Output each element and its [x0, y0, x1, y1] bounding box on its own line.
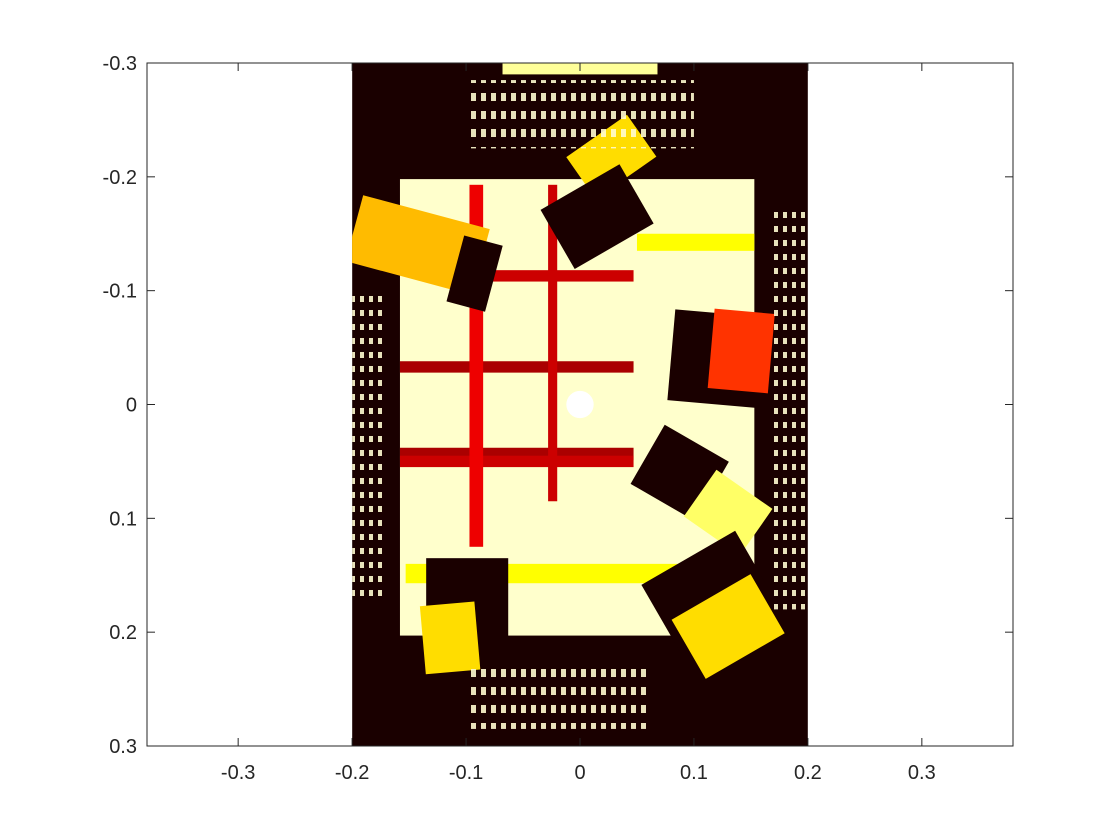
x-axis-ticks: -0.3 -0.2 -0.1 0 0.1 0.2 0.3 [221, 63, 936, 784]
y-tick-label: 0.3 [109, 736, 137, 758]
heatmap-region-bright-spot [566, 390, 594, 419]
heatmap-region-block [683, 469, 773, 556]
heatmap-region-shadow [540, 164, 654, 270]
y-axis-ticks: -0.3 -0.2 -0.1 0 0.1 0.2 0.3 [103, 53, 1013, 758]
heatmap-image [352, 63, 808, 746]
heatmap-region-grid-bar [548, 184, 558, 502]
x-tick-label: -0.3 [221, 762, 255, 784]
heatmap-region-shadow [446, 235, 503, 312]
x-tick-label: 0 [574, 762, 585, 784]
edge-patterns [352, 80, 808, 729]
x-tick-label: -0.2 [335, 762, 369, 784]
plot-area: -0.3 -0.2 -0.1 0 0.1 0.2 0.3 -0.3 -0.2 -0.1 0 0.1 0… [103, 53, 1014, 784]
y-tick-label: 0 [126, 395, 137, 417]
y-tick-label: 0.1 [109, 508, 137, 530]
heatmap-region-block [419, 601, 481, 675]
x-tick-label: 0.1 [680, 762, 708, 784]
y-tick-label: 0.2 [109, 622, 137, 644]
edge-pattern-top-dots [466, 80, 694, 149]
edge-pattern-right-dots [773, 210, 808, 610]
heatmap-region-grid-bar [399, 455, 634, 468]
heatmap-region-bright-band [636, 233, 755, 251]
heatmap-region-grid-bar [399, 361, 634, 373]
heatmap-region-block [352, 195, 490, 296]
heatmap-region-block [671, 574, 785, 679]
x-tick-label: 0.2 [794, 762, 822, 784]
heatmap-region-grid-bar [445, 270, 634, 282]
y-tick-label: -0.2 [103, 167, 137, 189]
heatmap-regions [352, 63, 785, 679]
edge-pattern-left-dots [352, 290, 387, 599]
heatmap-region-block [707, 308, 775, 394]
y-tick-label: -0.3 [103, 53, 137, 75]
x-tick-label: -0.1 [449, 762, 483, 784]
y-tick-label: -0.1 [103, 281, 137, 303]
x-tick-label: 0.3 [908, 762, 936, 784]
edge-pattern-bottom-dots [466, 660, 649, 729]
